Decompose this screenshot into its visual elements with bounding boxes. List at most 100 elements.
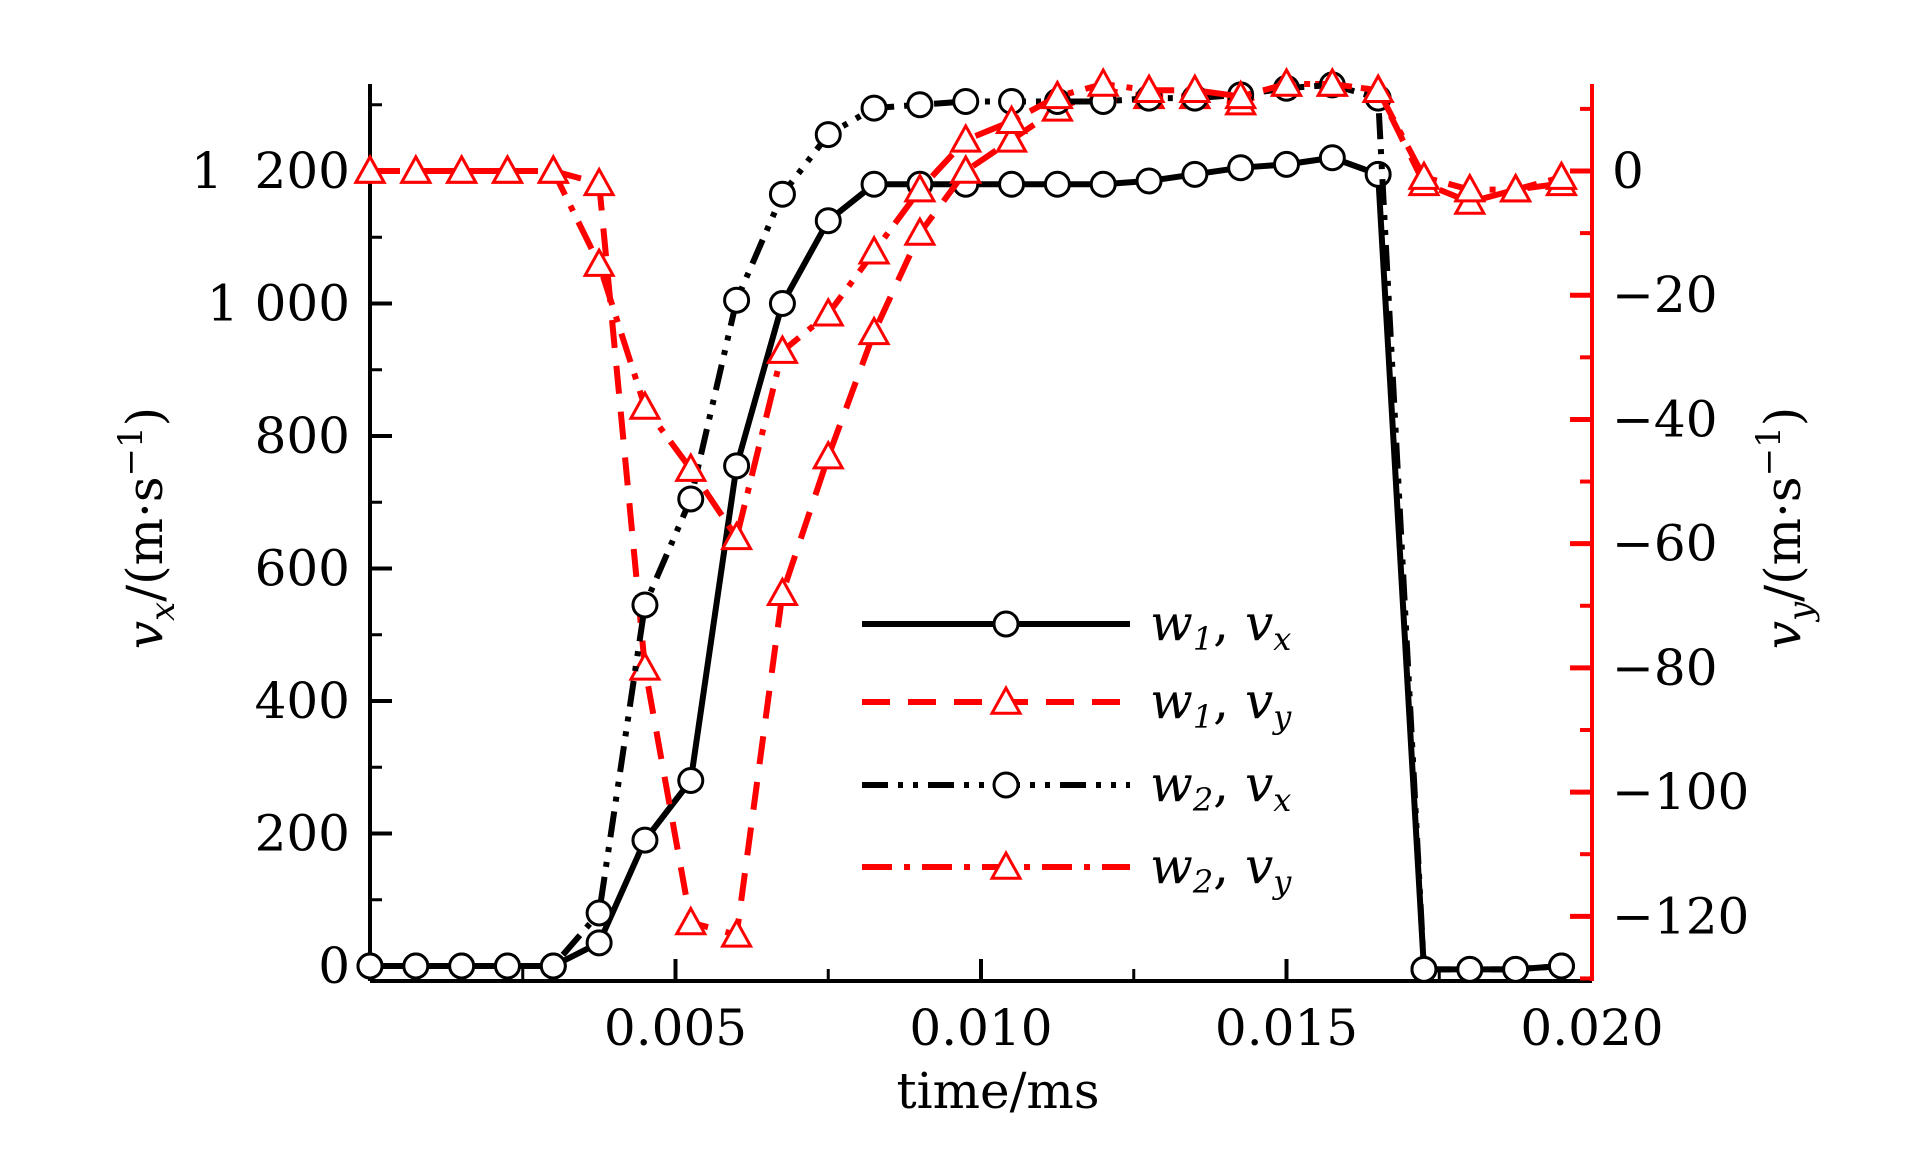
data-point-w1vx <box>814 207 842 235</box>
data-point-w1vx <box>860 170 888 198</box>
data-point-w2vy <box>1361 73 1395 103</box>
legend-label-part: , <box>1213 672 1245 730</box>
legend-label-part: w <box>1150 672 1193 730</box>
data-point-w2vy <box>720 520 754 551</box>
data-point-w1vy <box>811 439 845 470</box>
legend-item-w2vx: w2, vx <box>862 755 1291 819</box>
data-point-w2vy <box>1040 79 1074 110</box>
y-right-tick-label: −40 <box>1612 390 1718 448</box>
data-point-w2vy <box>1499 172 1533 203</box>
legend-swatch-marker <box>992 610 1020 638</box>
data-point-w2vy <box>811 296 845 327</box>
data-point-w2vy <box>1315 66 1349 97</box>
data-point-w2vx <box>768 180 796 208</box>
legend-label: w2, vy <box>1150 837 1292 901</box>
data-point-w1vx <box>677 767 705 794</box>
data-point-w2vx <box>585 899 613 927</box>
legend-label-part: y <box>1271 698 1292 736</box>
data-point-w1vx <box>585 929 613 957</box>
x-tick-label: 0.010 <box>909 999 1052 1057</box>
data-point-w2vy <box>353 153 387 184</box>
legend: w1, vx w1, vy w2, vx w2, vy <box>862 594 1292 901</box>
legend-label: w1, vx <box>1150 594 1291 658</box>
data-point-w2vy <box>1453 172 1487 203</box>
data-point-w2vy <box>1178 73 1212 103</box>
data-point-w2vy <box>949 122 983 153</box>
data-point-w2vx <box>814 121 842 149</box>
data-point-w2vy <box>903 172 937 203</box>
legend-swatch-marker <box>992 771 1020 799</box>
data-point-w1vx <box>1318 144 1346 172</box>
legend-label-part: w <box>1150 755 1193 813</box>
data-point-w1vx <box>768 290 796 317</box>
legend-label-part: 1 <box>1193 698 1213 736</box>
data-point-w2vy <box>765 334 799 364</box>
series-layer <box>353 66 1578 983</box>
legend-label-part: w <box>1150 837 1193 895</box>
y-axis-right-title: vy/(m·s−1) <box>1749 407 1821 649</box>
data-point-w2vx <box>402 952 430 980</box>
data-point-w2vx <box>448 952 476 980</box>
legend-label-part: , <box>1213 837 1245 895</box>
series-w1vx <box>356 144 1575 983</box>
data-point-w2vy <box>1407 160 1441 190</box>
data-point-w2vy <box>1086 66 1120 97</box>
data-point-w1vx <box>1089 170 1117 198</box>
legend-label: w2, vx <box>1150 755 1291 819</box>
y-left-tick-label: 1 200 <box>191 142 350 200</box>
data-point-w1vx <box>1364 160 1392 188</box>
data-point-w2vx <box>723 286 751 314</box>
x-tick-label: 0.015 <box>1215 999 1358 1057</box>
series-line-w2vx <box>370 81 1562 973</box>
legend-item-w2vy: w2, vy <box>862 837 1292 901</box>
y-right-tick-label: 0 <box>1612 142 1644 200</box>
legend-label-part: w <box>1150 594 1193 652</box>
data-point-w1vx <box>631 826 659 854</box>
data-point-w2vx <box>677 485 705 513</box>
legend-item-w1vx: w1, vx <box>862 594 1291 658</box>
data-point-w2vx <box>631 591 659 619</box>
legend-item-w1vy: w1, vy <box>862 672 1292 736</box>
y-axis-left: 0 200 400 600 800 1 000 1 200 <box>191 84 392 995</box>
legend-label-part: , <box>1213 594 1245 652</box>
legend-swatch-marker <box>989 849 1023 880</box>
data-point-w2vy <box>1269 66 1304 97</box>
y-left-tick-label: 200 <box>255 805 350 863</box>
data-point-w1vy <box>674 905 708 936</box>
data-point-w1vx <box>1043 170 1071 198</box>
data-point-w2vx <box>493 952 521 980</box>
data-point-w2vy <box>995 104 1029 135</box>
data-point-w2vy <box>399 153 433 184</box>
y-left-tick-label: 800 <box>255 407 350 465</box>
data-point-w2vx <box>1410 955 1438 983</box>
y-left-tick-label: 600 <box>255 540 350 598</box>
legend-label-part: 2 <box>1192 863 1213 901</box>
series-w2vx <box>356 71 1575 983</box>
y-axis-right: 0 −20 −40 −60 −80 −100 −120 <box>1570 84 1749 981</box>
data-point-w1vx <box>998 170 1026 198</box>
series-w2vy <box>353 66 1578 551</box>
data-point-w1vx <box>1273 150 1300 178</box>
data-point-w2vx <box>906 91 934 119</box>
y-left-tick-label: 400 <box>255 672 350 730</box>
data-point-w2vy <box>1544 160 1578 190</box>
data-point-w2vy <box>490 153 525 184</box>
y-left-tick-label: 0 <box>318 937 350 995</box>
legend-label-part: 1 <box>1193 620 1213 658</box>
data-point-w1vy <box>995 122 1029 153</box>
series-line-w1vx <box>370 154 1562 973</box>
data-point-w2vx <box>1456 955 1484 983</box>
data-point-w2vy <box>857 234 891 265</box>
legend-label-part: , <box>1213 755 1245 813</box>
legend-label-part: 2 <box>1192 781 1213 819</box>
legend-label: w1, vy <box>1150 672 1292 736</box>
legend-label-part: x <box>1273 781 1291 819</box>
data-point-w2vx <box>539 952 567 980</box>
data-point-w2vy <box>536 153 570 184</box>
y-right-tick-label: −100 <box>1612 763 1749 821</box>
data-point-w2vy <box>445 153 479 184</box>
data-point-w1vy <box>582 166 616 197</box>
data-point-w2vx <box>860 94 888 122</box>
legend-swatch-marker <box>989 684 1023 715</box>
